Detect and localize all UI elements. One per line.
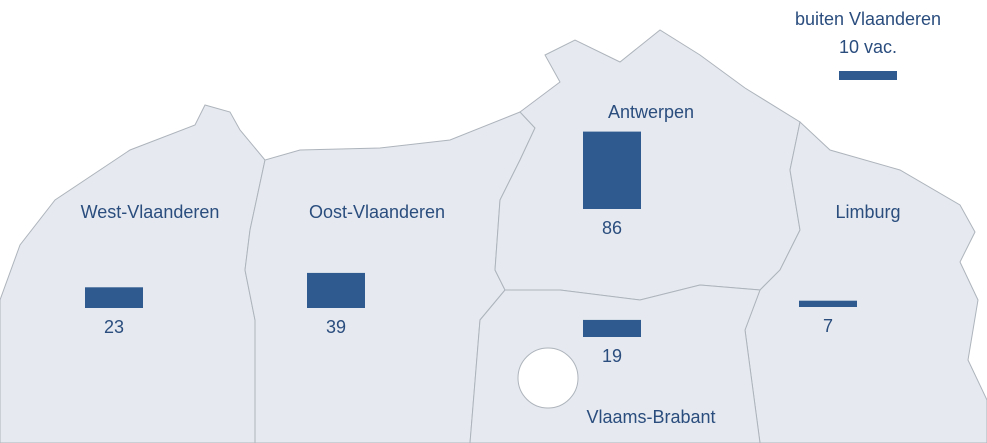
region-name: Oost-Vlaanderen: [309, 202, 445, 222]
value-label: 10 vac.: [839, 37, 897, 57]
region-name: Antwerpen: [608, 102, 694, 122]
province-antwerpen: [494, 29, 801, 301]
value-label: 19: [602, 346, 622, 366]
brussels: [517, 347, 579, 409]
value-label: 86: [602, 218, 622, 238]
value-label: 39: [326, 317, 346, 337]
region-name: Vlaams-Brabant: [586, 407, 715, 427]
bar: [85, 287, 143, 308]
value-label: 23: [104, 317, 124, 337]
province-limburg: [744, 121, 987, 443]
bar: [307, 272, 365, 308]
region-name: buiten Vlaanderen: [795, 9, 941, 29]
region-name: Limburg: [835, 202, 900, 222]
bar: [839, 71, 897, 80]
region-name: West-Vlaanderen: [81, 202, 220, 222]
bar: [583, 319, 641, 337]
bar: [583, 131, 641, 209]
provinces: [0, 29, 987, 443]
province-west-vlaanderen: [0, 104, 266, 443]
bar: [799, 300, 857, 307]
value-label: 7: [823, 316, 833, 336]
